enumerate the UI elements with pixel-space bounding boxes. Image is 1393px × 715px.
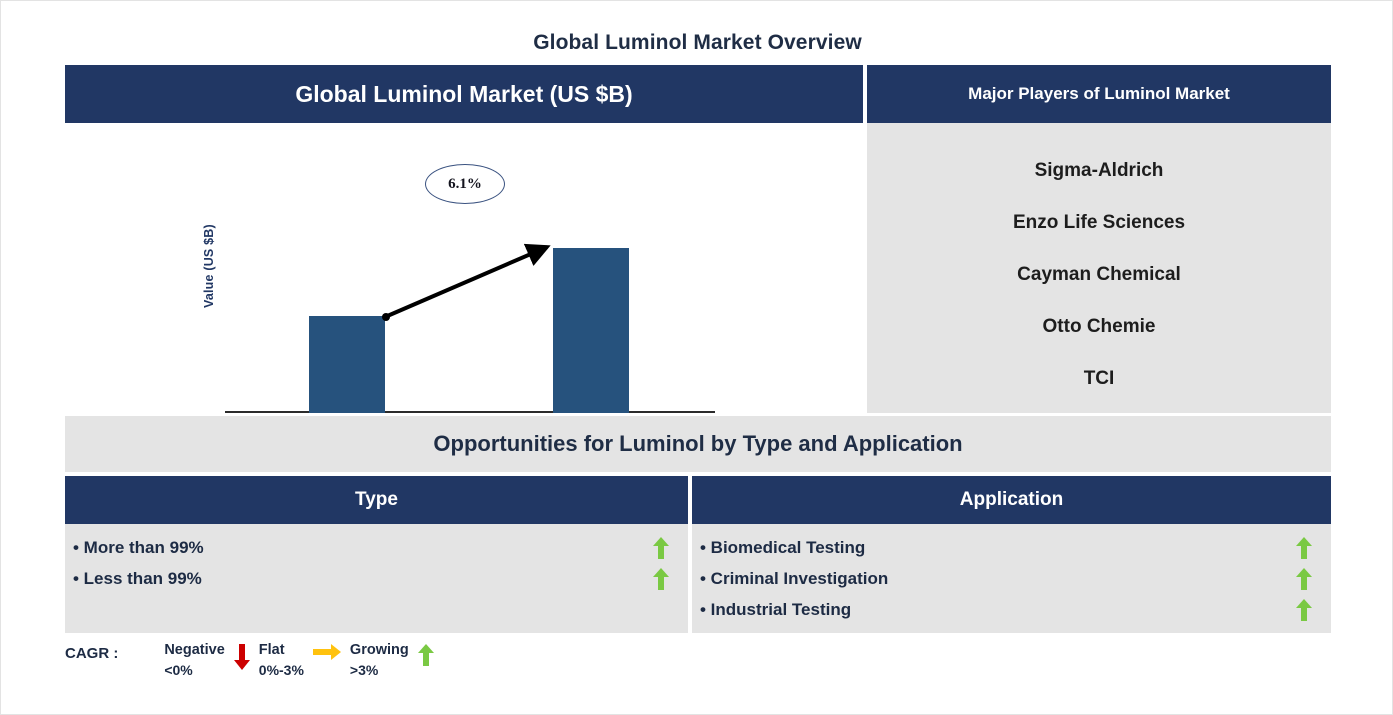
legend-flat-name: Flat [258, 642, 285, 658]
list-item: Cayman Chemical [1017, 264, 1181, 285]
type-column-header: Type [65, 476, 688, 524]
legend-growing-icon-wrap [409, 641, 443, 671]
legend-growing-name: Growing [349, 642, 409, 658]
legend-growing-labels: Growing >3% [350, 641, 409, 679]
legend-flat-icon-wrap [304, 641, 350, 665]
bar-2025 [309, 316, 385, 413]
cagr-legend: CAGR : Negative <0% Flat 0%-3% Growing >… [65, 641, 443, 679]
legend-flat-range: 0%-3% [258, 661, 304, 678]
legend-entry-flat: Flat 0%-3% [259, 641, 350, 679]
arrow-up-icon [653, 536, 669, 559]
arrow-up-icon [1296, 598, 1312, 621]
type-column: Type • More than 99% • Less than 99% [65, 476, 688, 633]
chart-panel-header: Global Luminol Market (US $B) [65, 65, 863, 123]
arrow-up-icon [1296, 567, 1312, 590]
cagr-bubble: 6.1% [425, 164, 505, 204]
arrow-up-icon [1296, 536, 1312, 559]
type-items: • More than 99% • Less than 99% [65, 524, 688, 594]
arrow-up-icon [653, 567, 669, 590]
growth-arrow-icon [382, 243, 551, 321]
legend-negative-range: <0% [164, 661, 193, 678]
application-item-label: • Industrial Testing [700, 599, 852, 619]
arrow-down-icon [233, 644, 250, 670]
legend-negative-labels: Negative <0% [164, 641, 224, 679]
list-item: Enzo Life Sciences [1012, 212, 1186, 233]
list-item: • More than 99% [65, 532, 688, 563]
players-panel-header: Major Players of Luminol Market [867, 65, 1331, 123]
market-chart-panel: Global Luminol Market (US $B) Value (US … [65, 65, 863, 473]
opportunities-banner: Opportunities for Luminol by Type and Ap… [65, 416, 1331, 472]
legend-negative-name: Negative [164, 642, 225, 658]
list-item: TCI [1083, 368, 1115, 389]
legend-entry-growing: Growing >3% [350, 641, 443, 679]
major-players-panel: Major Players of Luminol Market Sigma-Al… [867, 65, 1331, 413]
list-item: • Biomedical Testing [692, 532, 1331, 563]
bar-2031 [553, 248, 629, 413]
application-item-label: • Criminal Investigation [700, 568, 889, 588]
players-list: Sigma-Aldrich Enzo Life Sciences Cayman … [867, 123, 1331, 413]
application-item-label: • Biomedical Testing [700, 537, 866, 557]
list-item: • Less than 99% [65, 563, 688, 594]
legend-flat-labels: Flat 0%-3% [259, 641, 304, 679]
page-title: Global Luminol Market Overview [533, 31, 862, 54]
legend-growing-range: >3% [349, 661, 379, 678]
chart-panel-body: Value (US $B) 6.1% 2025 2031 [65, 123, 863, 473]
application-column-header: Application [692, 476, 1331, 524]
cagr-legend-title: CAGR : [65, 645, 119, 662]
legend-entry-negative: Negative <0% [164, 641, 258, 679]
legend-negative-icon-wrap [225, 641, 259, 675]
x-axis-line [225, 411, 715, 413]
type-item-label: • Less than 99% [73, 568, 202, 588]
application-column: Application • Biomedical Testing • Crimi… [692, 476, 1331, 633]
arrow-right-icon [312, 644, 341, 660]
list-item: Sigma-Aldrich [1034, 160, 1164, 181]
type-item-label: • More than 99% [73, 537, 204, 557]
arrow-up-icon [417, 644, 434, 666]
bar-chart: Value (US $B) 6.1% 2025 2031 [65, 123, 863, 473]
list-item: • Industrial Testing [692, 594, 1331, 625]
application-items: • Biomedical Testing • Criminal Investig… [692, 524, 1331, 625]
list-item: Otto Chemie [1042, 316, 1156, 337]
list-item: • Criminal Investigation [692, 563, 1331, 594]
